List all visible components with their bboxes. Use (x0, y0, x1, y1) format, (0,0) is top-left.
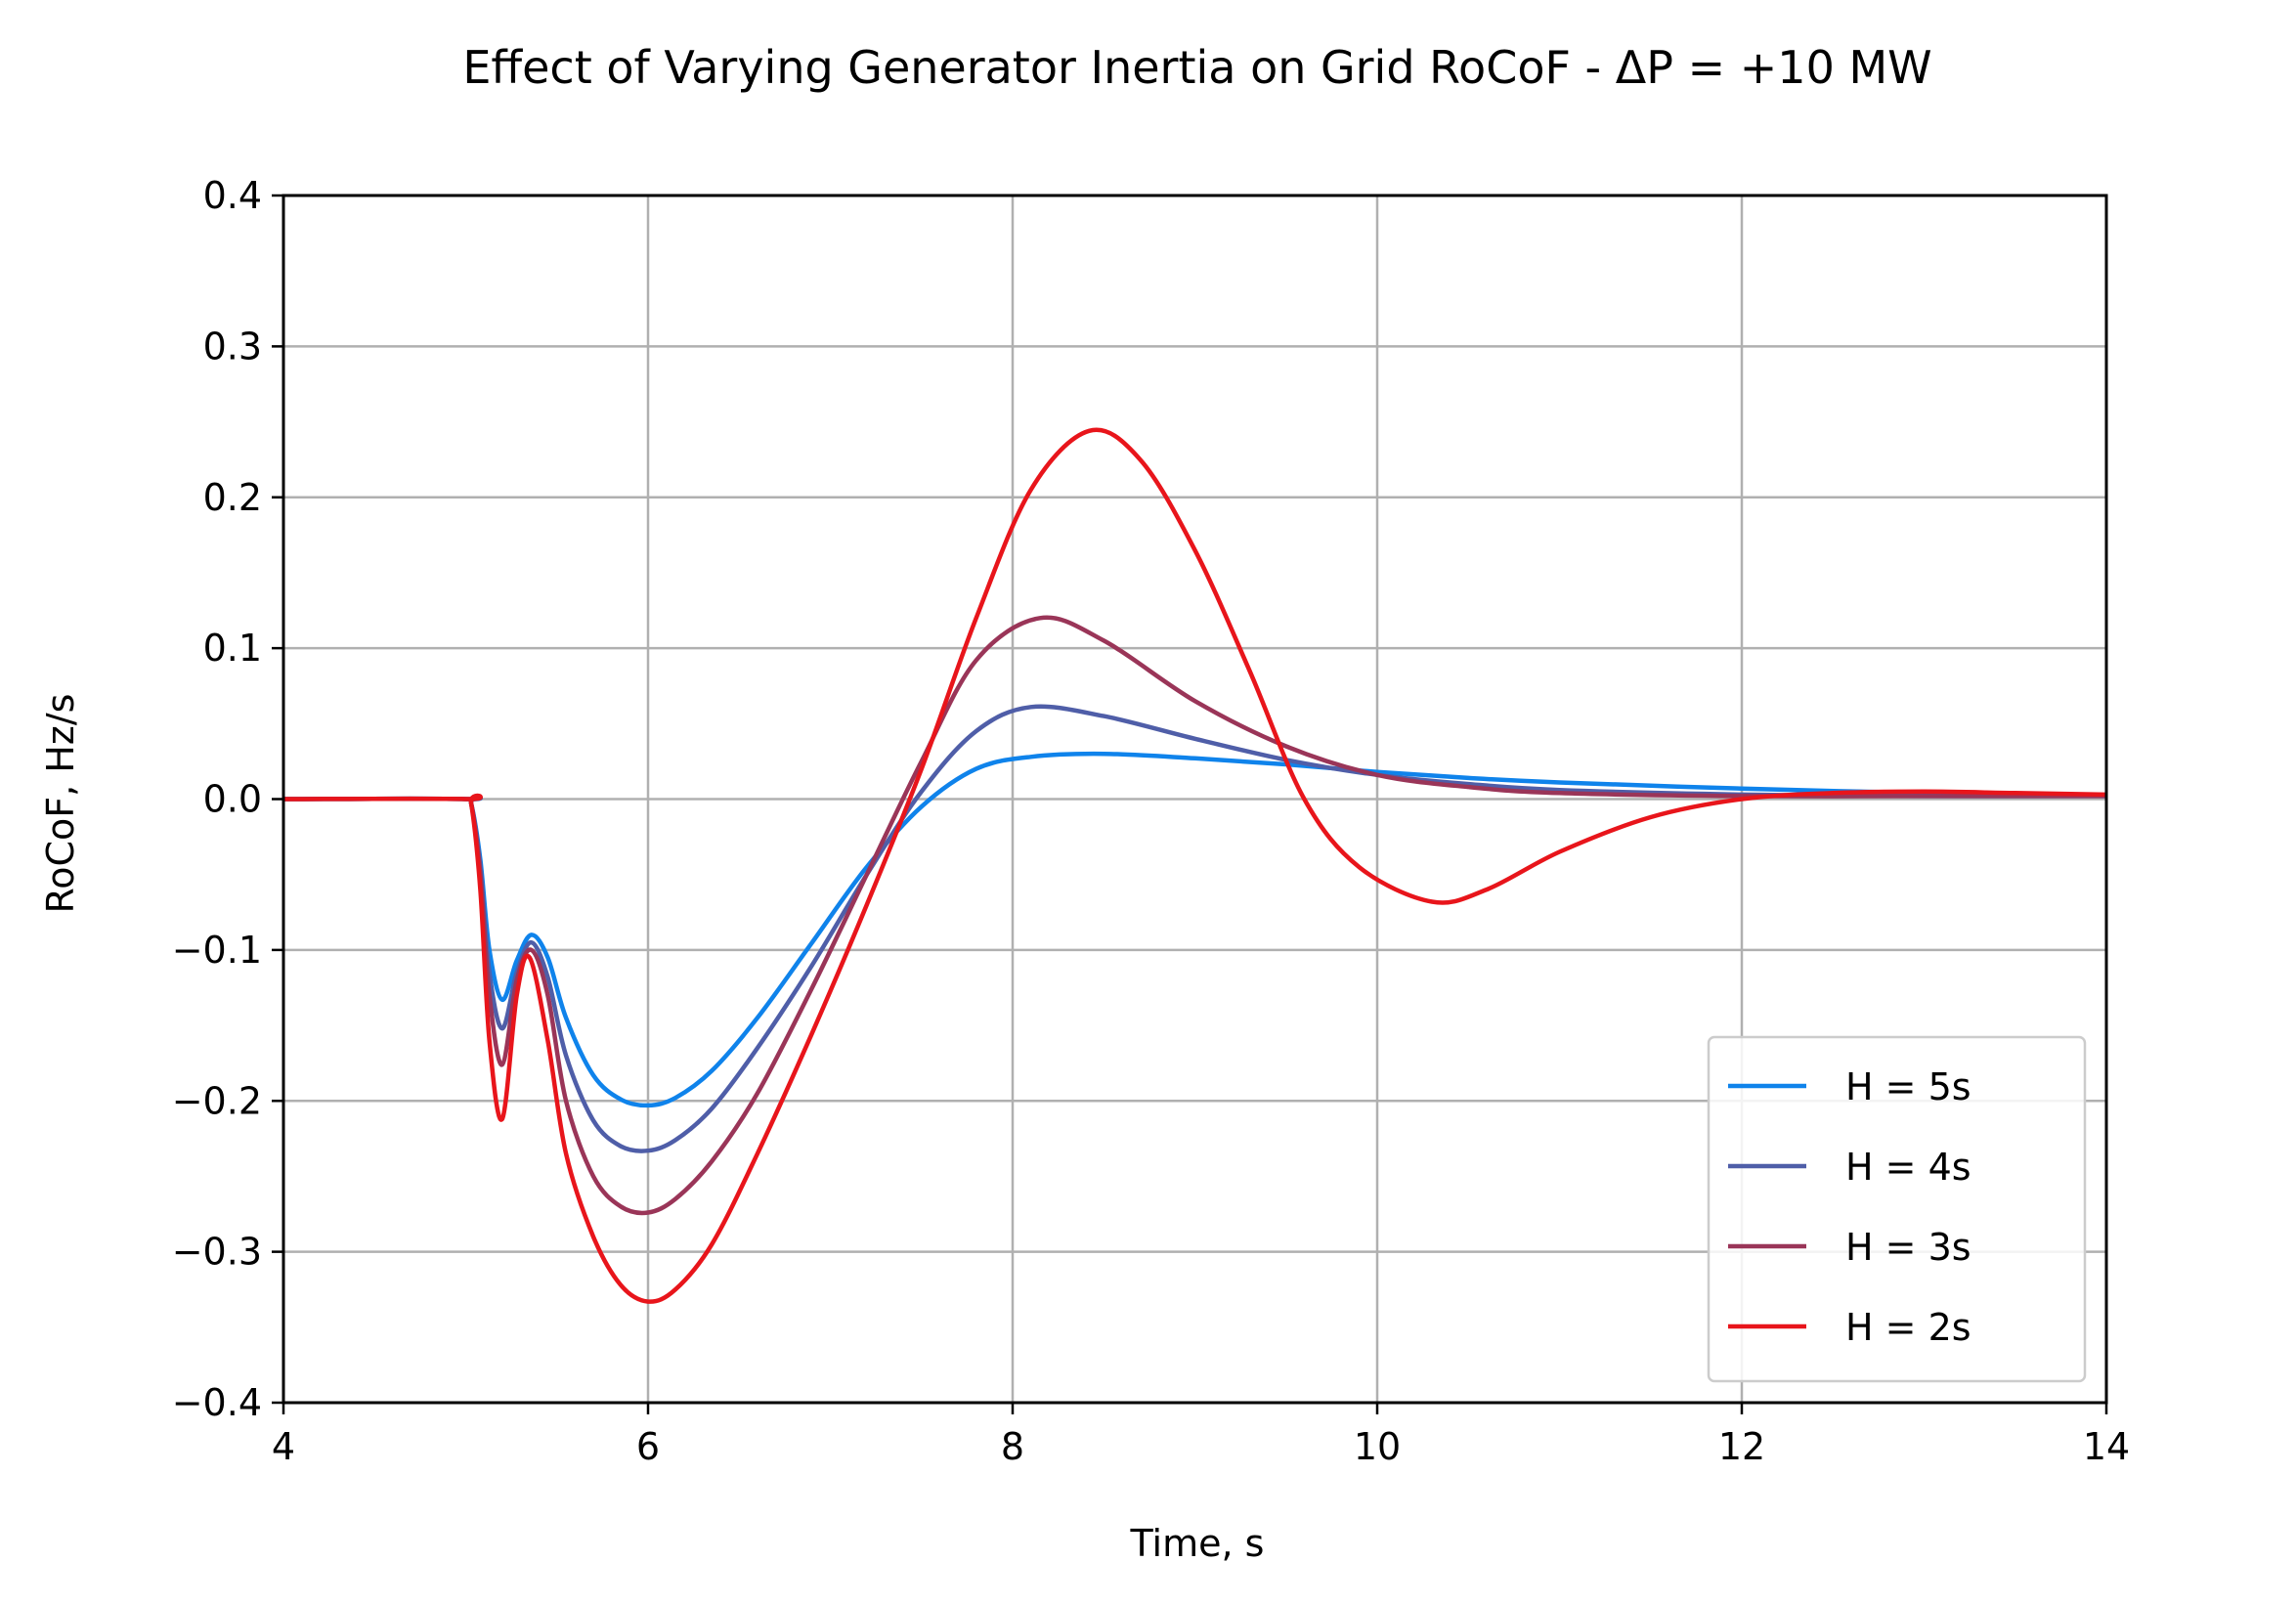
series-line-4 (282, 427, 2107, 1304)
y-axis-ticks: −0.4 −0.3 −0.2 −0.1 0.0 0.1 0.2 0.3 0.4 (172, 174, 283, 1424)
x-tick-label: 8 (1001, 1425, 1024, 1468)
series-lines (282, 427, 2107, 1304)
legend-label: H = 2s (1845, 1306, 1971, 1349)
x-tick-label: 14 (2083, 1425, 2130, 1468)
series-line-3 (282, 615, 2106, 1216)
series-line-2 (282, 704, 2107, 1153)
legend-label: H = 4s (1845, 1146, 1971, 1189)
x-axis-ticks: 4 6 8 10 12 14 (272, 1403, 2130, 1468)
x-tick-label: 12 (1718, 1425, 1765, 1468)
y-tick-label: −0.2 (172, 1079, 262, 1122)
y-tick-label: −0.1 (172, 929, 262, 972)
y-tick-label: 0.1 (203, 627, 262, 670)
y-axis-label: RoCoF, Hz/s (39, 694, 82, 914)
legend-label: H = 3s (1845, 1226, 1971, 1269)
series-line-1 (282, 751, 2107, 1108)
y-tick-label: −0.4 (172, 1381, 262, 1424)
x-tick-label: 4 (272, 1425, 295, 1468)
x-tick-label: 6 (636, 1425, 660, 1468)
legend-box (1707, 1035, 2087, 1383)
x-tick-label: 10 (1354, 1425, 1401, 1468)
x-axis-label: Time, s (1130, 1522, 1265, 1565)
y-tick-label: 0.3 (203, 325, 262, 368)
legend: H = 5s H = 4s H = 3s H = 2s (1707, 1035, 2087, 1383)
legend-label: H = 5s (1845, 1065, 1971, 1108)
chart-title: Effect of Varying Generator Inertia on G… (462, 41, 1931, 94)
y-tick-label: 0.2 (203, 476, 262, 519)
y-tick-label: 0.4 (203, 174, 262, 217)
y-tick-label: −0.3 (172, 1231, 262, 1274)
y-tick-label: 0.0 (203, 778, 262, 821)
